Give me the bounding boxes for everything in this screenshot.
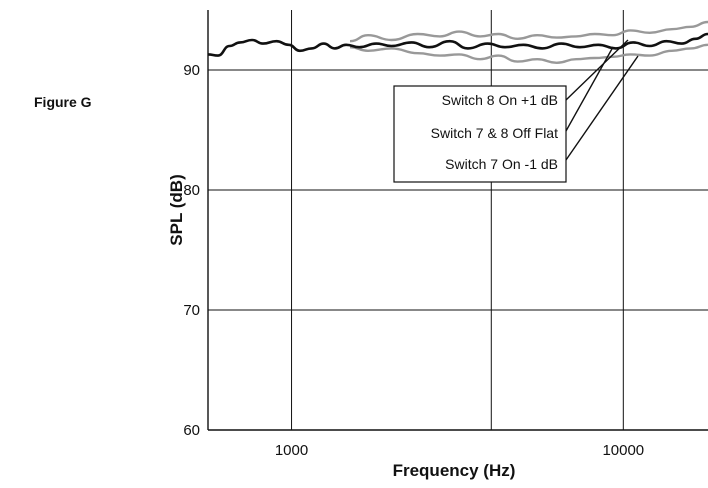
series-line-flat bbox=[207, 32, 708, 57]
tick-labels: 60 70 80 90 1000 10000 bbox=[183, 62, 644, 459]
y-tick-label-60: 60 bbox=[183, 422, 200, 439]
series-lines bbox=[207, 20, 708, 64]
legend-entry-cut: Switch 7 On -1 dB bbox=[445, 156, 558, 172]
x-tick-label-1000: 1000 bbox=[275, 442, 308, 459]
legend-leader-boost bbox=[565, 39, 629, 101]
legend-entry-boost: Switch 8 On +1 dB bbox=[442, 92, 558, 108]
legend-leader-cut bbox=[565, 55, 639, 161]
legend-box bbox=[393, 85, 567, 183]
legend-leader-flat bbox=[565, 46, 614, 132]
legend-entry-flat: Switch 7 & 8 Off Flat bbox=[431, 125, 558, 141]
series-line-boost bbox=[349, 20, 708, 43]
y-tick-label-90: 90 bbox=[183, 62, 200, 79]
x-tick-label-10000: 10000 bbox=[602, 442, 644, 459]
series-line-cut bbox=[349, 43, 708, 64]
y-axis-title: SPL (dB) bbox=[167, 174, 186, 245]
y-tick-label-70: 70 bbox=[183, 302, 200, 319]
chart-grid bbox=[207, 10, 708, 431]
y-tick-label-80: 80 bbox=[183, 182, 200, 199]
figure-label: Figure G bbox=[34, 94, 92, 110]
legend: Switch 8 On +1 dB Switch 7 & 8 Off Flat … bbox=[393, 39, 639, 183]
x-axis-title: Frequency (Hz) bbox=[393, 461, 516, 480]
